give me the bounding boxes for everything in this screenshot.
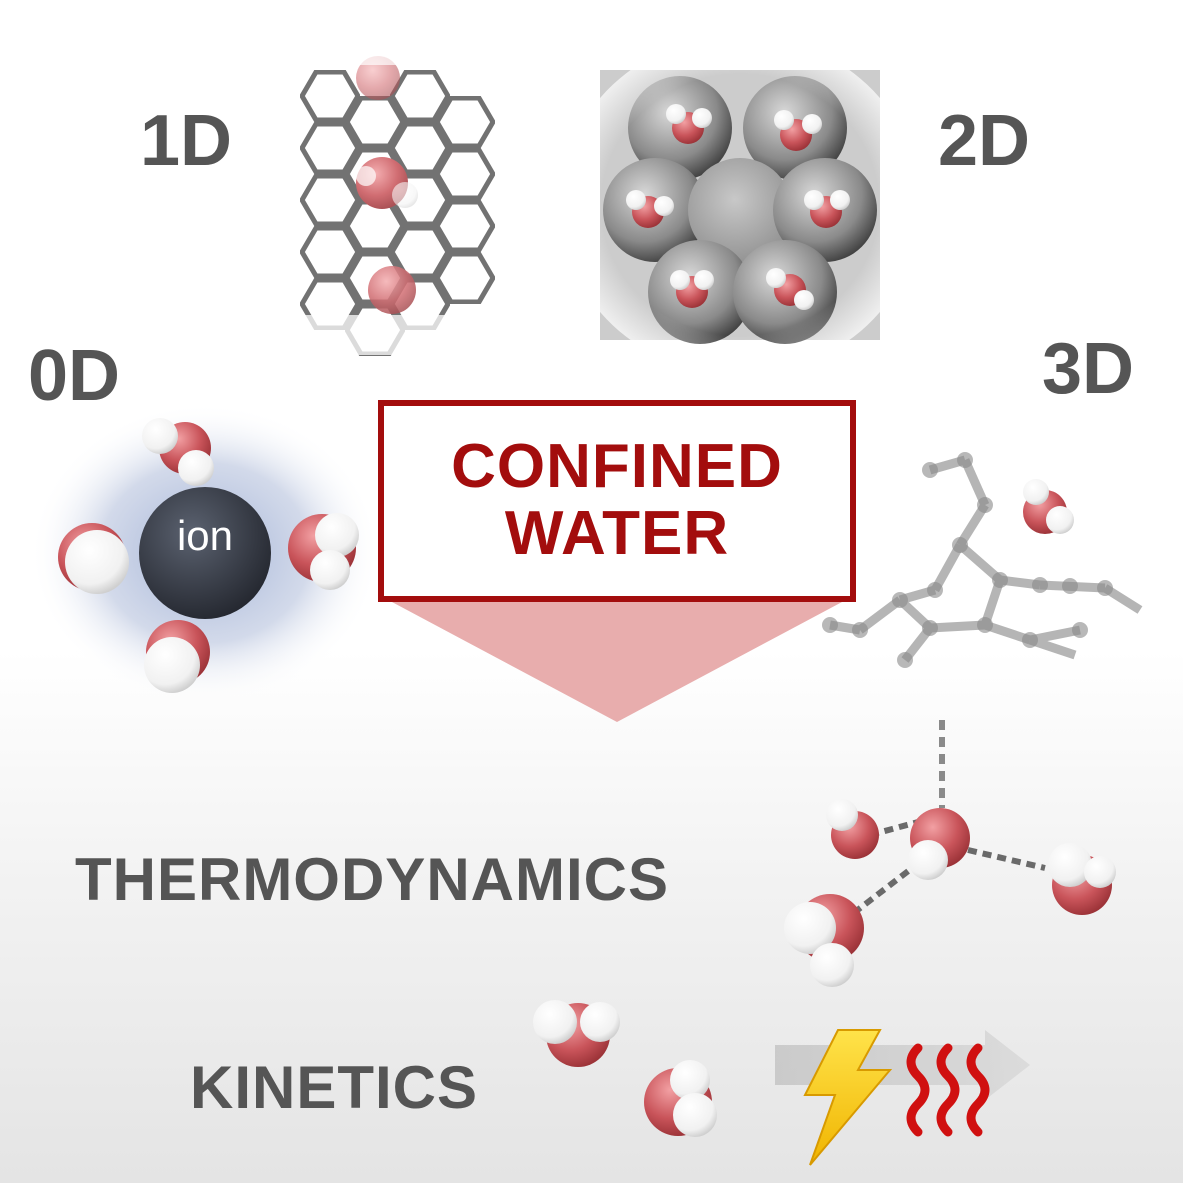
ion-label: ion bbox=[176, 512, 234, 559]
confined-water-box: CONFINED WATER bbox=[378, 400, 856, 602]
framework-3d-atoms bbox=[822, 452, 1113, 668]
ion-0d-illustration bbox=[30, 403, 380, 703]
label-2d: 2D bbox=[938, 101, 1031, 181]
thermodynamics-label: THERMODYNAMICS bbox=[75, 846, 669, 913]
kinetics-water-molecules bbox=[533, 1000, 717, 1137]
label-3d: 3D bbox=[1042, 329, 1135, 409]
lightning-icon bbox=[803, 1029, 893, 1166]
down-arrow bbox=[392, 602, 842, 722]
layer-2d-illustration bbox=[560, 35, 920, 375]
heat-waves-icon bbox=[906, 1043, 990, 1137]
label-0d: 0D bbox=[28, 336, 121, 416]
center-title-line1: CONFINED bbox=[451, 432, 783, 502]
hydrogen-bond-network bbox=[784, 720, 1116, 987]
nanotube-1d-illustration bbox=[270, 40, 500, 355]
kinetics-label: KINETICS bbox=[190, 1054, 479, 1121]
framework-3d-water bbox=[1023, 479, 1074, 534]
center-title-line2: WATER bbox=[504, 499, 730, 568]
label-1d: 1D bbox=[140, 101, 233, 181]
